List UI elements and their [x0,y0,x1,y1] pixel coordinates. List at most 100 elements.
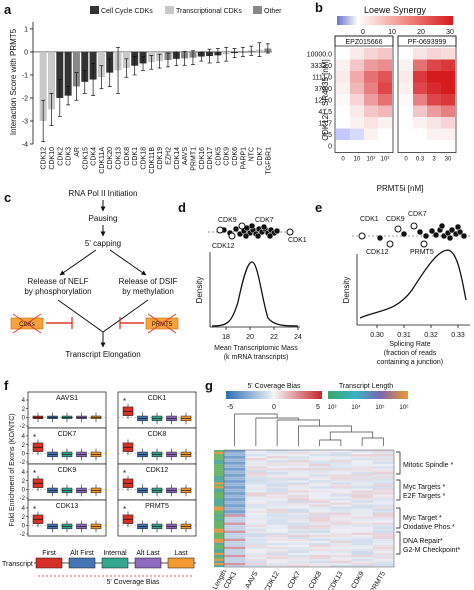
g-heat-cell [373,551,394,553]
g-heat-cell [309,456,330,458]
g-heat-cell [351,496,373,499]
g-heat-cell [245,524,267,527]
g-heat-cell [309,562,331,566]
g-heat-cell [224,522,246,525]
g-length-cell [214,486,224,489]
e-dot-highlight [420,240,428,248]
legend-swatch-transcriptional [165,6,174,14]
g-heat-cell [351,524,373,527]
g-heat-cell [245,490,266,492]
g-length-tick: 10⁵ [375,404,385,411]
g-column-label: AAVS [244,570,259,590]
g-heat-cell [224,480,246,483]
heatmap-cell [427,71,441,83]
f-ytick-label: -2 [20,496,26,502]
g-heat-cell [224,530,246,533]
g-length-cell [214,484,224,487]
heatmap-ytick: 13.7 [318,120,332,127]
g-heat-cell [267,531,288,533]
g-heat-cell [287,510,309,513]
g-heat-cell [224,552,246,556]
g-heat-cell [330,470,351,472]
g-bias-title: 5' Coverage Bias [247,383,301,390]
g-heat-cell [245,544,267,548]
g-heat-cell [309,482,330,484]
g-heat-cell [309,553,330,555]
g-heat-cell [309,460,331,463]
loewe-scale-ticks: 0 10 20 30 [361,29,454,36]
g-heat-cell [245,488,267,491]
heatmap-cell [350,128,364,140]
g-length-cell [214,464,224,467]
g-heat-cell [330,548,352,552]
g-heat-cell [266,470,288,473]
a-xtick-label: CDK8 [124,147,131,166]
f-ytick-label: 0 [22,488,26,494]
g-heat-cell [351,540,373,543]
g-dendro-branch [298,425,352,446]
g-heat-cell [288,541,309,543]
g-heat-cell [372,488,394,491]
g-heat-cell [287,478,309,481]
heatmap-cell [336,117,350,129]
g-heat-cell [330,462,352,465]
g-heat-cell [266,460,288,463]
g-length-cell [214,466,224,469]
panel-label-c: c [4,190,12,205]
a-xtick-label: TGFBR1 [265,147,272,175]
heatmap-cell [350,117,364,129]
g-heat-cell [309,523,330,525]
f-cell-cdk12: CDK12 * [117,463,197,501]
g-heat-cell [266,532,288,535]
f-cell-cdk9: CDK9 * 4 2 0 -2 [20,463,107,502]
g-length-cell [214,508,224,511]
d-xtick-label: 22 [270,334,278,341]
g-heat-cell [309,541,330,543]
g-heat-cell [372,478,394,481]
g-heat-cell [266,484,288,487]
g-heat-cell [330,482,352,485]
g-heat-cell [267,525,288,527]
g-heat-cell [330,500,351,502]
g-heat-cell [266,516,288,519]
g-heat-cell [266,464,288,467]
g-heat-cell [330,514,352,517]
g-heat-cell [351,522,373,525]
g-heat-cell [330,454,352,457]
f-exon-box [35,557,63,569]
heatmap-cell [350,105,364,117]
g-heat-cell [372,536,394,539]
g-heat-cell [330,474,352,477]
d-dot [266,232,274,240]
f-gene-title: AAVS1 [56,395,78,402]
g-heat-cell [266,556,288,560]
a-xtick-label: CDK12 [41,147,48,170]
node-nelf-line1: Release of NELF [28,277,89,286]
heatmap-cell [350,94,364,106]
g-heat-cell [266,512,288,515]
g-heat-cell [372,534,394,537]
g-heat-cell [330,540,352,543]
heatmap-cell [336,128,350,140]
a-xtick-label: EZH2 [165,147,172,165]
g-heat-cell [351,472,373,475]
g-heat-cell [372,540,394,543]
g-heat-cell [330,563,351,565]
g-heat-cell [266,554,288,558]
g-heat-cell [267,454,288,456]
heatmap-cell [364,82,378,94]
g-length-cell [214,454,224,457]
g-heat-cell [224,536,246,539]
g-heat-cell [351,478,373,481]
g-heat-cell [351,532,373,535]
g-heat-cell [245,558,267,562]
g-length-cell [214,460,224,463]
g-heat-cell [309,468,331,471]
g-heat-cell [266,534,288,537]
g-length-cell [214,560,224,564]
g-length-cell [214,544,224,548]
heatmap-cell [399,59,413,71]
g-heat-cell [224,548,246,552]
g-heat-cell [372,462,394,465]
